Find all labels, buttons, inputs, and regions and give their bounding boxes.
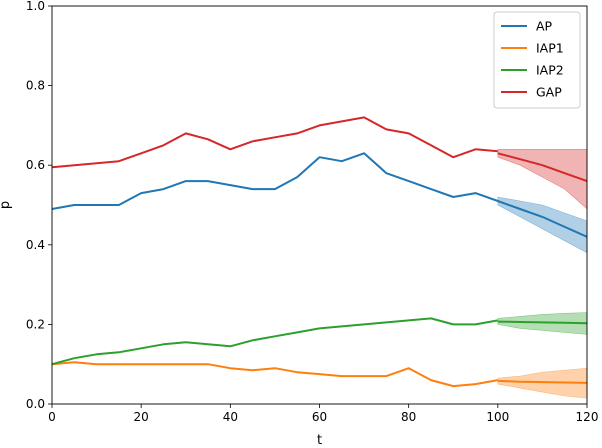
- ap-history-line: [51, 152, 499, 210]
- x-axis-ticks: 0 20 40 60 80 100 120: [48, 404, 598, 424]
- ap-forecast-line: [497, 200, 588, 238]
- y-axis-ticks: 0.0 0.2 0.4 0.6 0.8 1.0: [26, 0, 52, 411]
- x-tick-label: 100: [486, 410, 509, 424]
- x-tick-label: 0: [48, 410, 56, 424]
- legend-label-iap2: IAP2: [536, 63, 564, 78]
- legend-label-gap: GAP: [536, 85, 562, 100]
- y-tick-label: 0.6: [26, 158, 45, 172]
- gap-history-line: [51, 116, 498, 169]
- y-axis-label: p: [0, 201, 13, 209]
- y-tick-label: 0.4: [26, 238, 45, 252]
- gap-forecast-line: [497, 152, 588, 183]
- y-tick-label: 0.8: [26, 79, 45, 93]
- x-tick-label: 60: [312, 410, 327, 424]
- legend-label-ap: AP: [536, 19, 553, 34]
- series-lines: [51, 116, 588, 388]
- x-axis-label: t: [317, 433, 322, 448]
- y-tick-label: 0.2: [26, 317, 45, 331]
- y-tick-label: 1.0: [26, 0, 45, 13]
- legend: AP IAP1 IAP2 GAP: [493, 11, 581, 109]
- legend-box: [493, 11, 581, 109]
- iap2-forecast-line: [497, 320, 588, 325]
- y-tick-label: 0.0: [26, 397, 45, 411]
- x-tick-label: 40: [223, 410, 238, 424]
- iap1-forecast-line: [497, 379, 588, 384]
- x-tick-label: 80: [401, 410, 416, 424]
- iap2-history-line: [51, 317, 498, 366]
- legend-label-iap1: IAP1: [536, 41, 564, 56]
- x-tick-label: 20: [134, 410, 149, 424]
- x-tick-label: 120: [576, 410, 599, 424]
- iap1-history-line: [51, 361, 498, 388]
- forecast-bands: [497, 149, 588, 399]
